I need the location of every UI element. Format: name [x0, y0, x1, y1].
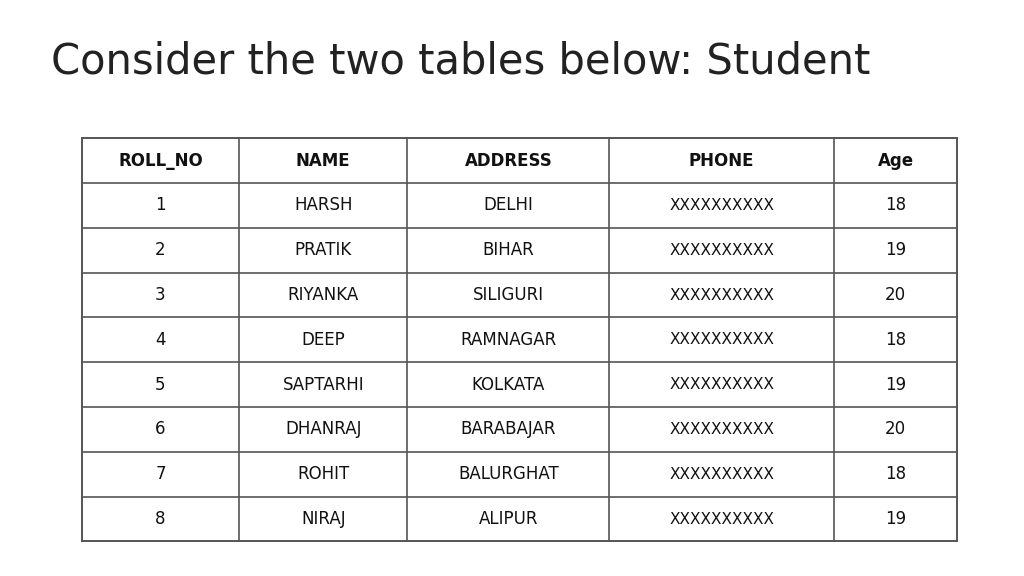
Text: PRATIK: PRATIK — [295, 241, 352, 259]
Text: BARABAJAR: BARABAJAR — [461, 420, 556, 438]
Text: XXXXXXXXXX: XXXXXXXXXX — [670, 242, 774, 257]
Text: XXXXXXXXXX: XXXXXXXXXX — [670, 287, 774, 302]
Text: Age: Age — [878, 151, 913, 170]
Text: HARSH: HARSH — [294, 196, 352, 214]
Text: 3: 3 — [156, 286, 166, 304]
Text: XXXXXXXXXX: XXXXXXXXXX — [670, 332, 774, 347]
Text: 20: 20 — [885, 420, 906, 438]
Text: XXXXXXXXXX: XXXXXXXXXX — [670, 467, 774, 482]
Text: PHONE: PHONE — [689, 151, 755, 170]
Text: ADDRESS: ADDRESS — [465, 151, 552, 170]
Text: ROHIT: ROHIT — [297, 465, 349, 483]
Text: XXXXXXXXXX: XXXXXXXXXX — [670, 511, 774, 526]
Text: Consider the two tables below: Student: Consider the two tables below: Student — [51, 40, 870, 82]
Text: NIRAJ: NIRAJ — [301, 510, 345, 528]
Text: 19: 19 — [885, 376, 906, 393]
Text: BIHAR: BIHAR — [482, 241, 535, 259]
Text: 4: 4 — [156, 331, 166, 349]
Text: DELHI: DELHI — [483, 196, 534, 214]
Text: KOLKATA: KOLKATA — [472, 376, 545, 393]
Text: 5: 5 — [156, 376, 166, 393]
Text: ALIPUR: ALIPUR — [478, 510, 539, 528]
Text: XXXXXXXXXX: XXXXXXXXXX — [670, 198, 774, 213]
Text: 20: 20 — [885, 286, 906, 304]
Text: DEEP: DEEP — [301, 331, 345, 349]
Text: 19: 19 — [885, 510, 906, 528]
Text: 18: 18 — [885, 331, 906, 349]
Text: SAPTARHI: SAPTARHI — [283, 376, 365, 393]
Text: XXXXXXXXXX: XXXXXXXXXX — [670, 422, 774, 437]
Text: RAMNAGAR: RAMNAGAR — [461, 331, 557, 349]
Text: 2: 2 — [156, 241, 166, 259]
Text: BALURGHAT: BALURGHAT — [458, 465, 559, 483]
Text: 1: 1 — [156, 196, 166, 214]
Text: 7: 7 — [156, 465, 166, 483]
Text: 8: 8 — [156, 510, 166, 528]
Text: NAME: NAME — [296, 151, 350, 170]
Text: XXXXXXXXXX: XXXXXXXXXX — [670, 377, 774, 392]
Text: 18: 18 — [885, 465, 906, 483]
Text: 19: 19 — [885, 241, 906, 259]
Text: ROLL_NO: ROLL_NO — [118, 151, 203, 170]
Text: SILIGURI: SILIGURI — [473, 286, 544, 304]
Text: DHANRAJ: DHANRAJ — [285, 420, 361, 438]
Text: 18: 18 — [885, 196, 906, 214]
Text: 6: 6 — [156, 420, 166, 438]
Text: RIYANKA: RIYANKA — [288, 286, 358, 304]
